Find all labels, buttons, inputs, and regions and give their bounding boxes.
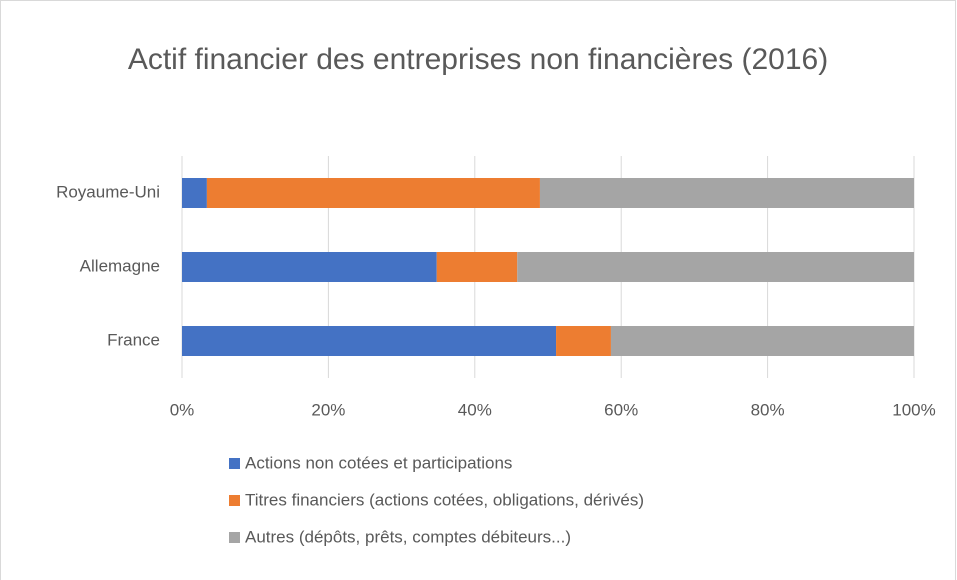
bar-segment: [182, 178, 207, 208]
y-tick-label: Royaume-Uni: [56, 182, 160, 201]
bar-segment: [182, 252, 437, 282]
x-tick-label: 100%: [892, 400, 935, 419]
bar-segment: [556, 326, 611, 356]
bar-segment: [182, 326, 557, 356]
y-tick-label: Allemagne: [80, 256, 160, 275]
bar-segment: [610, 326, 914, 356]
legend-label: Titres financiers (actions cotées, oblig…: [245, 490, 644, 509]
x-tick-label: 40%: [458, 400, 492, 419]
legend-swatch: [229, 458, 240, 469]
legend-label: Autres (dépôts, prêts, comptes débiteurs…: [245, 527, 571, 546]
bar-segment: [206, 178, 540, 208]
bar-segment: [539, 178, 914, 208]
x-tick-label: 80%: [751, 400, 785, 419]
legend-label: Actions non cotées et participations: [245, 453, 512, 472]
legend-swatch: [229, 532, 240, 543]
x-tick-label: 20%: [311, 400, 345, 419]
bar-segment: [436, 252, 518, 282]
y-tick-label: France: [107, 330, 160, 349]
bar-segment: [517, 252, 914, 282]
legend-swatch: [229, 495, 240, 506]
x-tick-label: 60%: [604, 400, 638, 419]
x-tick-label: 0%: [170, 400, 195, 419]
chart-title: Actif financier des entreprises non fina…: [127, 43, 829, 76]
